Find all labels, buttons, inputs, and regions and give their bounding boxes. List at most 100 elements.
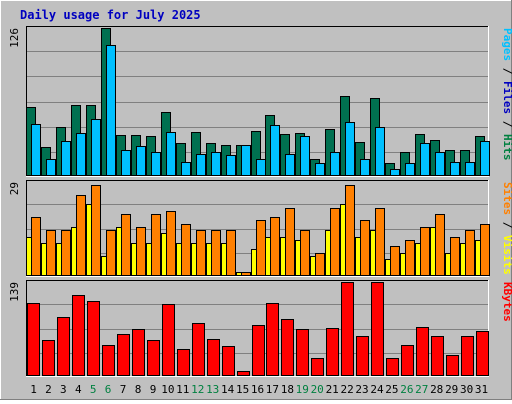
kbytes-bar-day-28 xyxy=(431,336,444,376)
sites-bar-day-30 xyxy=(465,230,475,276)
kbytes-bar-day-14 xyxy=(222,346,235,376)
day-label: 12 xyxy=(191,383,204,396)
day-label: 25 xyxy=(385,383,398,396)
pages-bar-day-30 xyxy=(465,162,475,176)
series-kbytes xyxy=(27,282,489,376)
day-label: 16 xyxy=(251,383,264,396)
pages-bar-day-19 xyxy=(300,136,310,176)
day-label: 18 xyxy=(281,383,294,396)
pages-bar-day-21 xyxy=(330,152,340,176)
day-label: 6 xyxy=(105,383,112,396)
day-label: 4 xyxy=(75,383,82,396)
kbytes-bar-day-5 xyxy=(87,301,100,376)
pages-bar-day-5 xyxy=(91,119,101,176)
kbytes-bar-day-2 xyxy=(42,340,55,376)
kbytes-bar-day-7 xyxy=(117,334,130,376)
legend-series-name: Visits xyxy=(501,235,512,275)
pages-bar-day-16 xyxy=(256,159,266,176)
day-label: 11 xyxy=(176,383,189,396)
sites-bar-day-5 xyxy=(91,185,101,276)
kbytes-bar-day-29 xyxy=(446,355,459,376)
kbytes-bar-day-1 xyxy=(27,303,40,376)
sites-bar-day-23 xyxy=(360,220,370,276)
kbytes-bar-day-17 xyxy=(266,303,279,376)
kbytes-bar-day-12 xyxy=(192,323,205,376)
pages-bar-day-20 xyxy=(315,163,325,176)
sites-bar-day-26 xyxy=(405,240,415,276)
y-max-label: 29 xyxy=(8,182,21,195)
day-label: 23 xyxy=(355,383,368,396)
day-label: 20 xyxy=(311,383,324,396)
sites-bar-day-19 xyxy=(300,230,310,276)
series-legend-label: KBytes xyxy=(501,282,512,322)
sites-bar-day-1 xyxy=(31,217,41,276)
y-max-label: 126 xyxy=(8,28,21,48)
pages-bar-day-1 xyxy=(31,124,41,176)
pages-bar-day-28 xyxy=(435,152,445,176)
sites-bar-day-29 xyxy=(450,237,460,276)
kbytes-bar-day-21 xyxy=(326,328,339,376)
pages-bar-day-9 xyxy=(151,152,161,176)
sites-bar-day-22 xyxy=(345,185,355,276)
kbytes-bar-day-9 xyxy=(147,340,160,376)
day-label: 1 xyxy=(30,383,37,396)
kbytes-bar-day-15 xyxy=(237,371,250,376)
sites-bar-day-4 xyxy=(76,195,86,276)
pages-bar-day-12 xyxy=(196,154,206,176)
kbytes-bar-day-18 xyxy=(281,319,294,376)
kbytes-bar-day-23 xyxy=(356,336,369,376)
kbytes-bar-day-6 xyxy=(102,345,115,376)
sites-bar-day-7 xyxy=(121,214,131,276)
day-label: 21 xyxy=(326,383,339,396)
panel-top: 126 Pages / Files / Hits xyxy=(8,26,512,177)
day-label: 22 xyxy=(340,383,353,396)
sites-bar-day-12 xyxy=(196,230,206,276)
legend-series-name: KBytes xyxy=(501,282,512,322)
sites-bar-day-25 xyxy=(390,246,400,276)
kbytes-bar-day-19 xyxy=(296,329,309,376)
sites-bar-day-6 xyxy=(106,230,116,276)
sites-bar-day-11 xyxy=(181,224,191,276)
day-label: 2 xyxy=(45,383,52,396)
sites-bar-day-13 xyxy=(211,230,221,276)
pages-bar-day-2 xyxy=(46,159,56,176)
kbytes-bar-day-13 xyxy=(207,339,220,376)
legend-series-name: Sites xyxy=(501,182,512,215)
day-label: 17 xyxy=(266,383,279,396)
day-label: 8 xyxy=(135,383,142,396)
kbytes-bar-day-10 xyxy=(162,304,175,376)
y-max-label: 139 xyxy=(8,282,21,302)
pages-bar-day-10 xyxy=(166,132,176,176)
day-label: 29 xyxy=(445,383,458,396)
kbytes-bar-day-11 xyxy=(177,349,190,376)
kbytes-bar-day-3 xyxy=(57,317,70,376)
kbytes-bar-day-24 xyxy=(371,282,384,376)
legend-separator: / xyxy=(501,61,512,81)
legend-separator: / xyxy=(501,215,512,235)
kbytes-bar-day-30 xyxy=(461,336,474,376)
sites-bar-day-27 xyxy=(420,227,430,276)
sites-bar-day-20 xyxy=(315,253,325,276)
sites-bar-day-16 xyxy=(256,220,266,276)
day-label: 28 xyxy=(430,383,443,396)
legend-separator: / xyxy=(501,114,512,134)
series-legend-label: Pages / Files / Hits xyxy=(501,28,512,161)
series-sites xyxy=(31,185,490,276)
kbytes-bar-day-20 xyxy=(311,358,324,376)
sites-bar-day-2 xyxy=(46,230,56,276)
day-label: 13 xyxy=(206,383,219,396)
day-label: 3 xyxy=(60,383,67,396)
sites-bar-day-8 xyxy=(136,227,146,276)
pages-bar-day-8 xyxy=(136,146,146,176)
pages-bar-day-15 xyxy=(241,145,251,176)
day-label: 7 xyxy=(120,383,127,396)
sites-bar-day-14 xyxy=(226,230,236,276)
pages-bar-day-14 xyxy=(226,155,236,176)
sites-bar-day-24 xyxy=(375,208,385,276)
pages-bar-day-31 xyxy=(480,141,490,176)
sites-bar-day-28 xyxy=(435,214,445,276)
day-label: 5 xyxy=(90,383,97,396)
series-pages xyxy=(31,45,490,176)
sites-bar-day-18 xyxy=(285,208,295,276)
